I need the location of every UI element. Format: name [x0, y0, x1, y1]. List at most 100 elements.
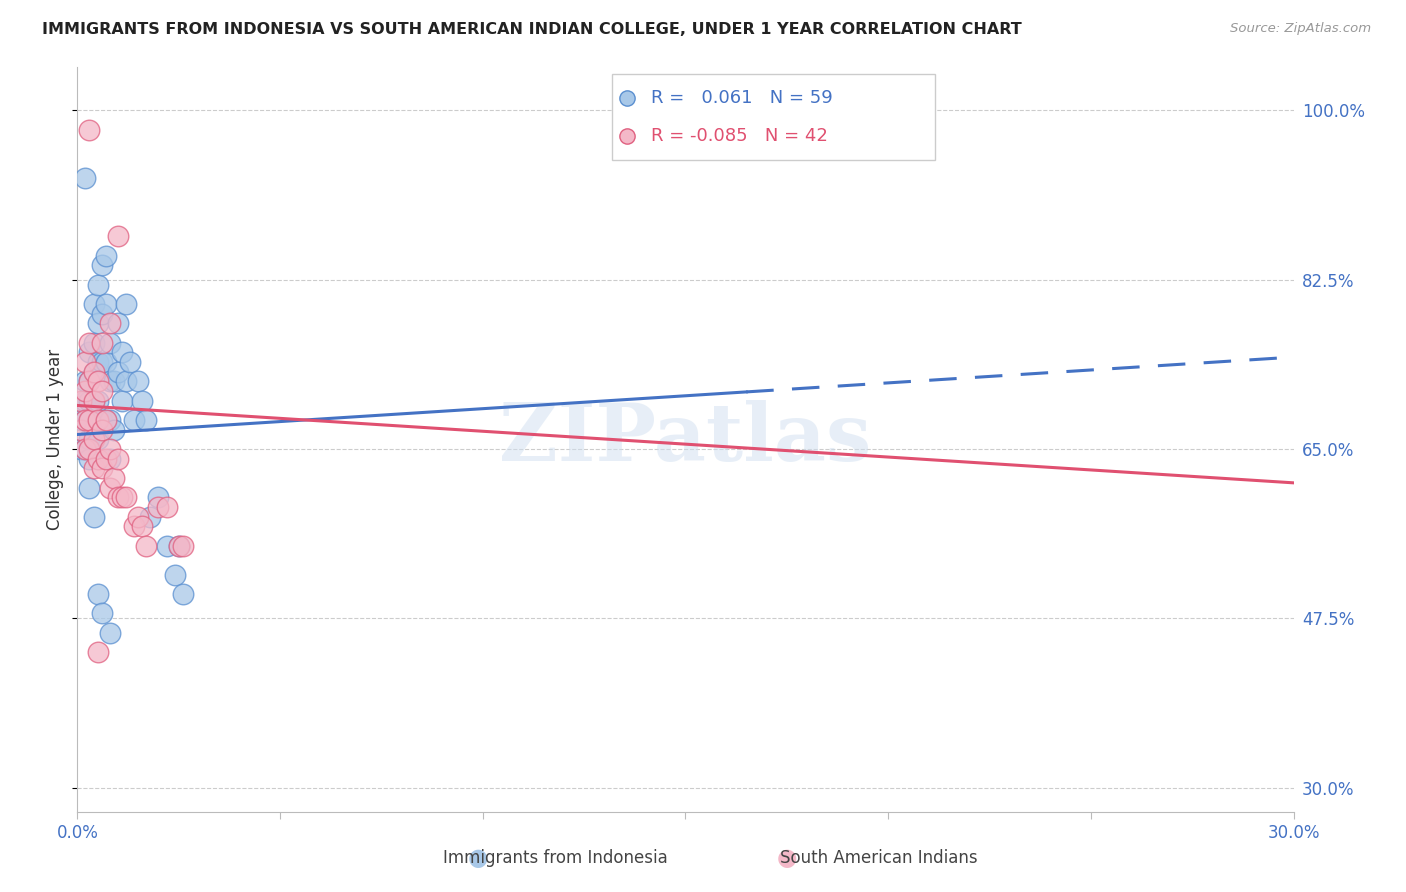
Point — [83, 393, 105, 408]
Point — [75, 171, 97, 186]
Point — [79, 122, 101, 136]
Text: R = -0.085   N = 42: R = -0.085 N = 42 — [651, 127, 828, 145]
Point — [90, 423, 112, 437]
Point — [131, 519, 153, 533]
Point — [79, 345, 101, 359]
Point — [98, 335, 121, 350]
Point — [131, 393, 153, 408]
Text: Source: ZipAtlas.com: Source: ZipAtlas.com — [1230, 22, 1371, 36]
Point — [94, 413, 117, 427]
Point — [98, 442, 121, 456]
Point — [75, 355, 97, 369]
Point — [70, 393, 93, 408]
Point — [75, 374, 97, 388]
Point — [86, 277, 108, 292]
Point — [90, 307, 112, 321]
FancyBboxPatch shape — [613, 74, 935, 160]
Text: ●: ● — [778, 847, 797, 870]
Point — [86, 413, 108, 427]
Point — [122, 413, 145, 427]
Point — [83, 461, 105, 475]
Point — [86, 432, 108, 446]
Point — [79, 374, 101, 388]
Point — [86, 451, 108, 466]
Point — [79, 442, 101, 456]
Point — [79, 451, 101, 466]
Point — [98, 374, 121, 388]
Point — [148, 500, 170, 514]
Point — [94, 451, 117, 466]
Text: ZIPatlas: ZIPatlas — [499, 401, 872, 478]
Point — [70, 442, 93, 456]
Point — [118, 355, 141, 369]
Point — [94, 297, 117, 311]
Point — [83, 393, 105, 408]
Point — [90, 258, 112, 272]
Point — [122, 519, 145, 533]
Point — [167, 539, 190, 553]
Point — [79, 413, 101, 427]
Point — [83, 423, 105, 437]
Point — [167, 539, 190, 553]
Y-axis label: College, Under 1 year: College, Under 1 year — [46, 349, 65, 530]
Point — [86, 587, 108, 601]
Point — [94, 413, 117, 427]
Point — [111, 345, 134, 359]
Point — [103, 423, 125, 437]
Point — [90, 384, 112, 398]
Point — [75, 442, 97, 456]
Point — [103, 471, 125, 485]
Point — [163, 567, 186, 582]
Point — [107, 229, 129, 244]
Point — [75, 393, 97, 408]
Point — [75, 384, 97, 398]
Point — [98, 451, 121, 466]
Point — [98, 481, 121, 495]
Point — [86, 316, 108, 330]
Point — [83, 297, 105, 311]
Point — [79, 432, 101, 446]
Point — [86, 374, 108, 388]
Point — [94, 355, 117, 369]
Point — [90, 413, 112, 427]
Point — [90, 335, 112, 350]
Point — [135, 539, 157, 553]
Point — [111, 393, 134, 408]
Point — [83, 365, 105, 379]
Point — [103, 374, 125, 388]
Point — [107, 365, 129, 379]
Text: IMMIGRANTS FROM INDONESIA VS SOUTH AMERICAN INDIAN COLLEGE, UNDER 1 YEAR CORRELA: IMMIGRANTS FROM INDONESIA VS SOUTH AMERI… — [42, 22, 1022, 37]
Point — [83, 365, 105, 379]
Point — [79, 481, 101, 495]
Point — [75, 413, 97, 427]
Point — [172, 587, 194, 601]
Point — [127, 509, 149, 524]
Point — [79, 413, 101, 427]
Point — [111, 491, 134, 505]
Point — [127, 374, 149, 388]
Point — [90, 355, 112, 369]
Point — [107, 451, 129, 466]
Point — [94, 248, 117, 262]
Text: South American Indians: South American Indians — [780, 849, 977, 867]
Point — [98, 625, 121, 640]
Point — [90, 461, 112, 475]
Point — [70, 423, 93, 437]
Point — [98, 413, 121, 427]
Point — [115, 297, 138, 311]
Point — [98, 316, 121, 330]
Point — [86, 355, 108, 369]
Point — [107, 316, 129, 330]
Text: ●: ● — [468, 847, 488, 870]
Point — [70, 413, 93, 427]
Text: Immigrants from Indonesia: Immigrants from Indonesia — [443, 849, 668, 867]
Point — [79, 393, 101, 408]
Point — [75, 442, 97, 456]
Point — [83, 509, 105, 524]
Point — [79, 374, 101, 388]
Point — [83, 432, 105, 446]
Point — [107, 491, 129, 505]
Point — [86, 393, 108, 408]
Point — [90, 607, 112, 621]
Point — [115, 491, 138, 505]
